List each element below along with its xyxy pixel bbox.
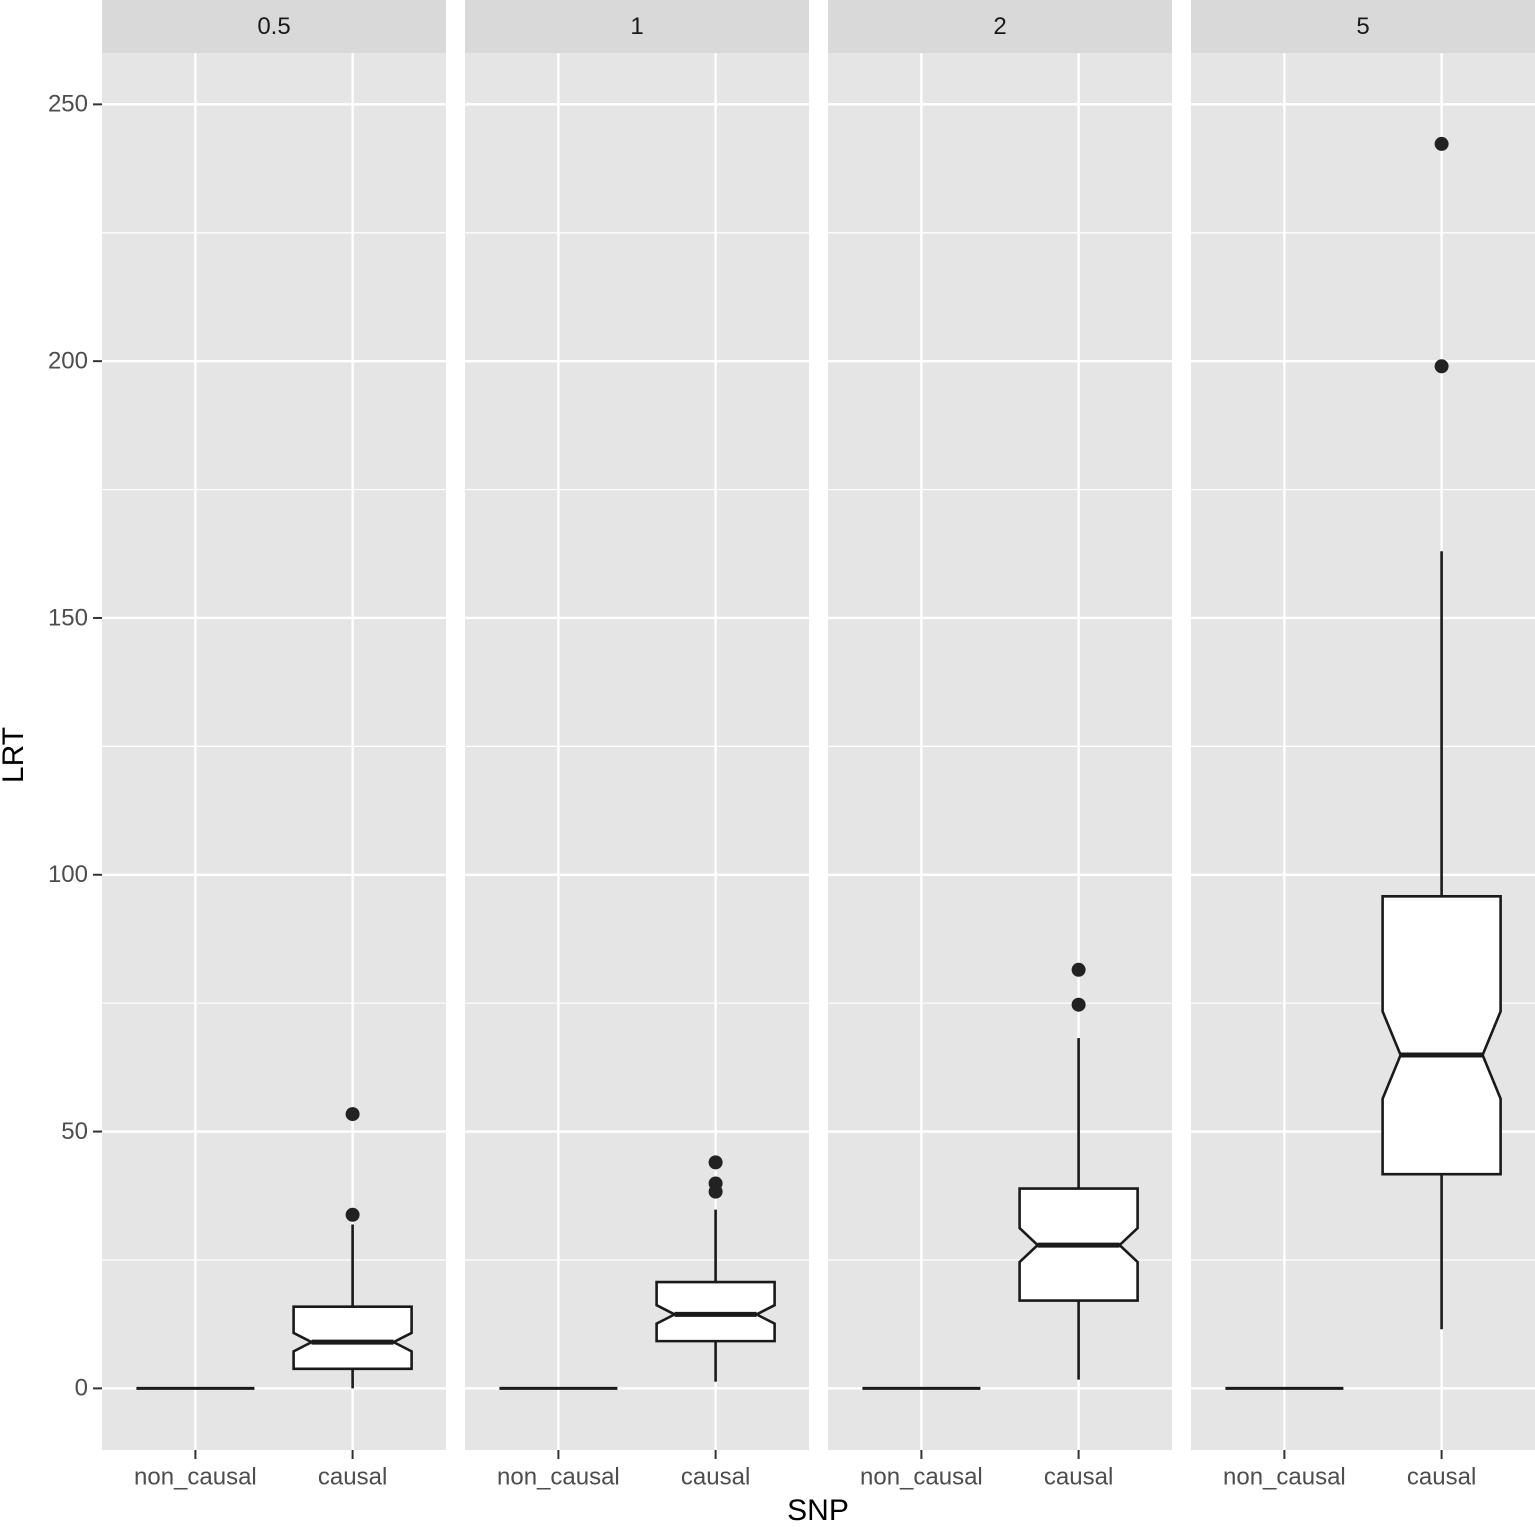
box-non_causal xyxy=(136,1386,255,1390)
box-causal xyxy=(1381,136,1502,1330)
y-tick-label: 250 xyxy=(48,91,88,118)
collapsed-box xyxy=(862,1386,981,1390)
x-tick-label: non_causal xyxy=(1223,1463,1346,1490)
x-tick-label: non_causal xyxy=(860,1463,983,1490)
outlier-point xyxy=(345,1107,360,1122)
outlier-point xyxy=(1071,962,1086,977)
outlier-point xyxy=(1434,136,1449,151)
facet-panel: 2 non_causal causal xyxy=(828,0,1172,1490)
facet-strip xyxy=(102,0,446,53)
notched-box xyxy=(292,1305,413,1371)
panel-background xyxy=(1191,53,1535,1450)
box-non_causal xyxy=(499,1386,618,1390)
notched-box xyxy=(1381,895,1502,1176)
y-tick-label: 100 xyxy=(48,861,88,888)
facet-strip-label: 2 xyxy=(993,13,1006,40)
outlier-point xyxy=(1434,359,1449,374)
notched-box xyxy=(655,1280,776,1343)
outlier-point xyxy=(708,1155,723,1170)
box-non_causal xyxy=(1225,1386,1344,1390)
y-tick-label: 0 xyxy=(75,1375,88,1402)
x-tick-label: causal xyxy=(1044,1463,1113,1490)
facet-panel: 5 non_causal causal xyxy=(1191,0,1535,1490)
panel-background xyxy=(102,53,446,1450)
outlier-point xyxy=(345,1207,360,1222)
facets-layer: 0.5 non_causal causal 1 non_causal causal 2 non… xyxy=(102,0,1535,1490)
facet-strip-label: 0.5 xyxy=(257,13,290,40)
collapsed-box xyxy=(499,1386,618,1390)
y-tick-label: 50 xyxy=(61,1118,88,1145)
box-causal xyxy=(1018,962,1139,1380)
x-tick-label: non_causal xyxy=(497,1463,620,1490)
facet-strip xyxy=(465,0,809,53)
y-axis: 0 50 100 150 200 250 xyxy=(48,91,102,1402)
outlier-point xyxy=(1071,997,1086,1012)
facet-strip-label: 5 xyxy=(1356,13,1369,40)
facet-panel: 0.5 non_causal causal xyxy=(102,0,446,1490)
facet-strip xyxy=(1191,0,1535,53)
box-non_causal xyxy=(862,1386,981,1390)
facet-strip xyxy=(828,0,1172,53)
y-axis-title: LRT xyxy=(0,727,30,783)
y-tick-label: 200 xyxy=(48,348,88,375)
facet-panel: 1 non_causal causal xyxy=(465,0,809,1490)
x-tick-label: non_causal xyxy=(134,1463,257,1490)
collapsed-box xyxy=(136,1386,255,1390)
x-tick-label: causal xyxy=(318,1463,387,1490)
x-tick-label: causal xyxy=(681,1463,750,1490)
box-causal xyxy=(655,1155,776,1382)
facet-strip-label: 1 xyxy=(630,13,643,40)
outlier-point xyxy=(708,1176,723,1191)
box-causal xyxy=(292,1107,413,1389)
panel-background xyxy=(465,53,809,1450)
x-axis-title: SNP xyxy=(787,1494,849,1527)
y-tick-label: 150 xyxy=(48,604,88,631)
x-tick-label: causal xyxy=(1407,1463,1476,1490)
collapsed-box xyxy=(1225,1386,1344,1390)
